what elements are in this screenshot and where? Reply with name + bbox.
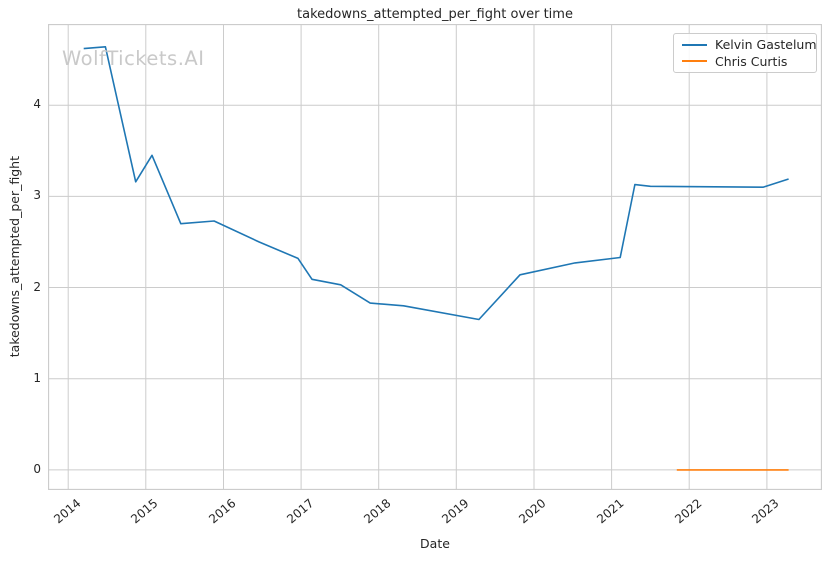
- legend-line-sample-icon: [682, 60, 707, 63]
- y-axis-label-wrap: takedowns_attempted_per_fight: [7, 24, 22, 490]
- legend-item-chris-curtis: Chris Curtis: [682, 54, 808, 69]
- x-axis-label: Date: [420, 536, 450, 551]
- y-tick-label: 4: [33, 97, 41, 112]
- plot-canvas: [48, 24, 822, 490]
- legend: Kelvin Gastelum Chris Curtis: [673, 33, 817, 73]
- legend-label: Kelvin Gastelum: [715, 37, 817, 53]
- legend-label: Chris Curtis: [715, 53, 788, 69]
- legend-item-kelvin-gastelum: Kelvin Gastelum: [682, 37, 817, 52]
- legend-line-sample-icon: [682, 43, 707, 46]
- plot-area: WolfTickets.AI Kelvin Gastelum Chris Cur…: [48, 24, 822, 490]
- chart-title: takedowns_attempted_per_fight over time: [297, 7, 573, 22]
- y-tick-label: 1: [33, 370, 41, 385]
- y-tick-label: 0: [33, 461, 41, 476]
- watermark: WolfTickets.AI: [62, 47, 205, 70]
- y-axis-label: takedowns_attempted_per_fight: [7, 156, 22, 358]
- y-tick-label: 3: [33, 188, 41, 203]
- y-tick-label: 2: [33, 279, 41, 294]
